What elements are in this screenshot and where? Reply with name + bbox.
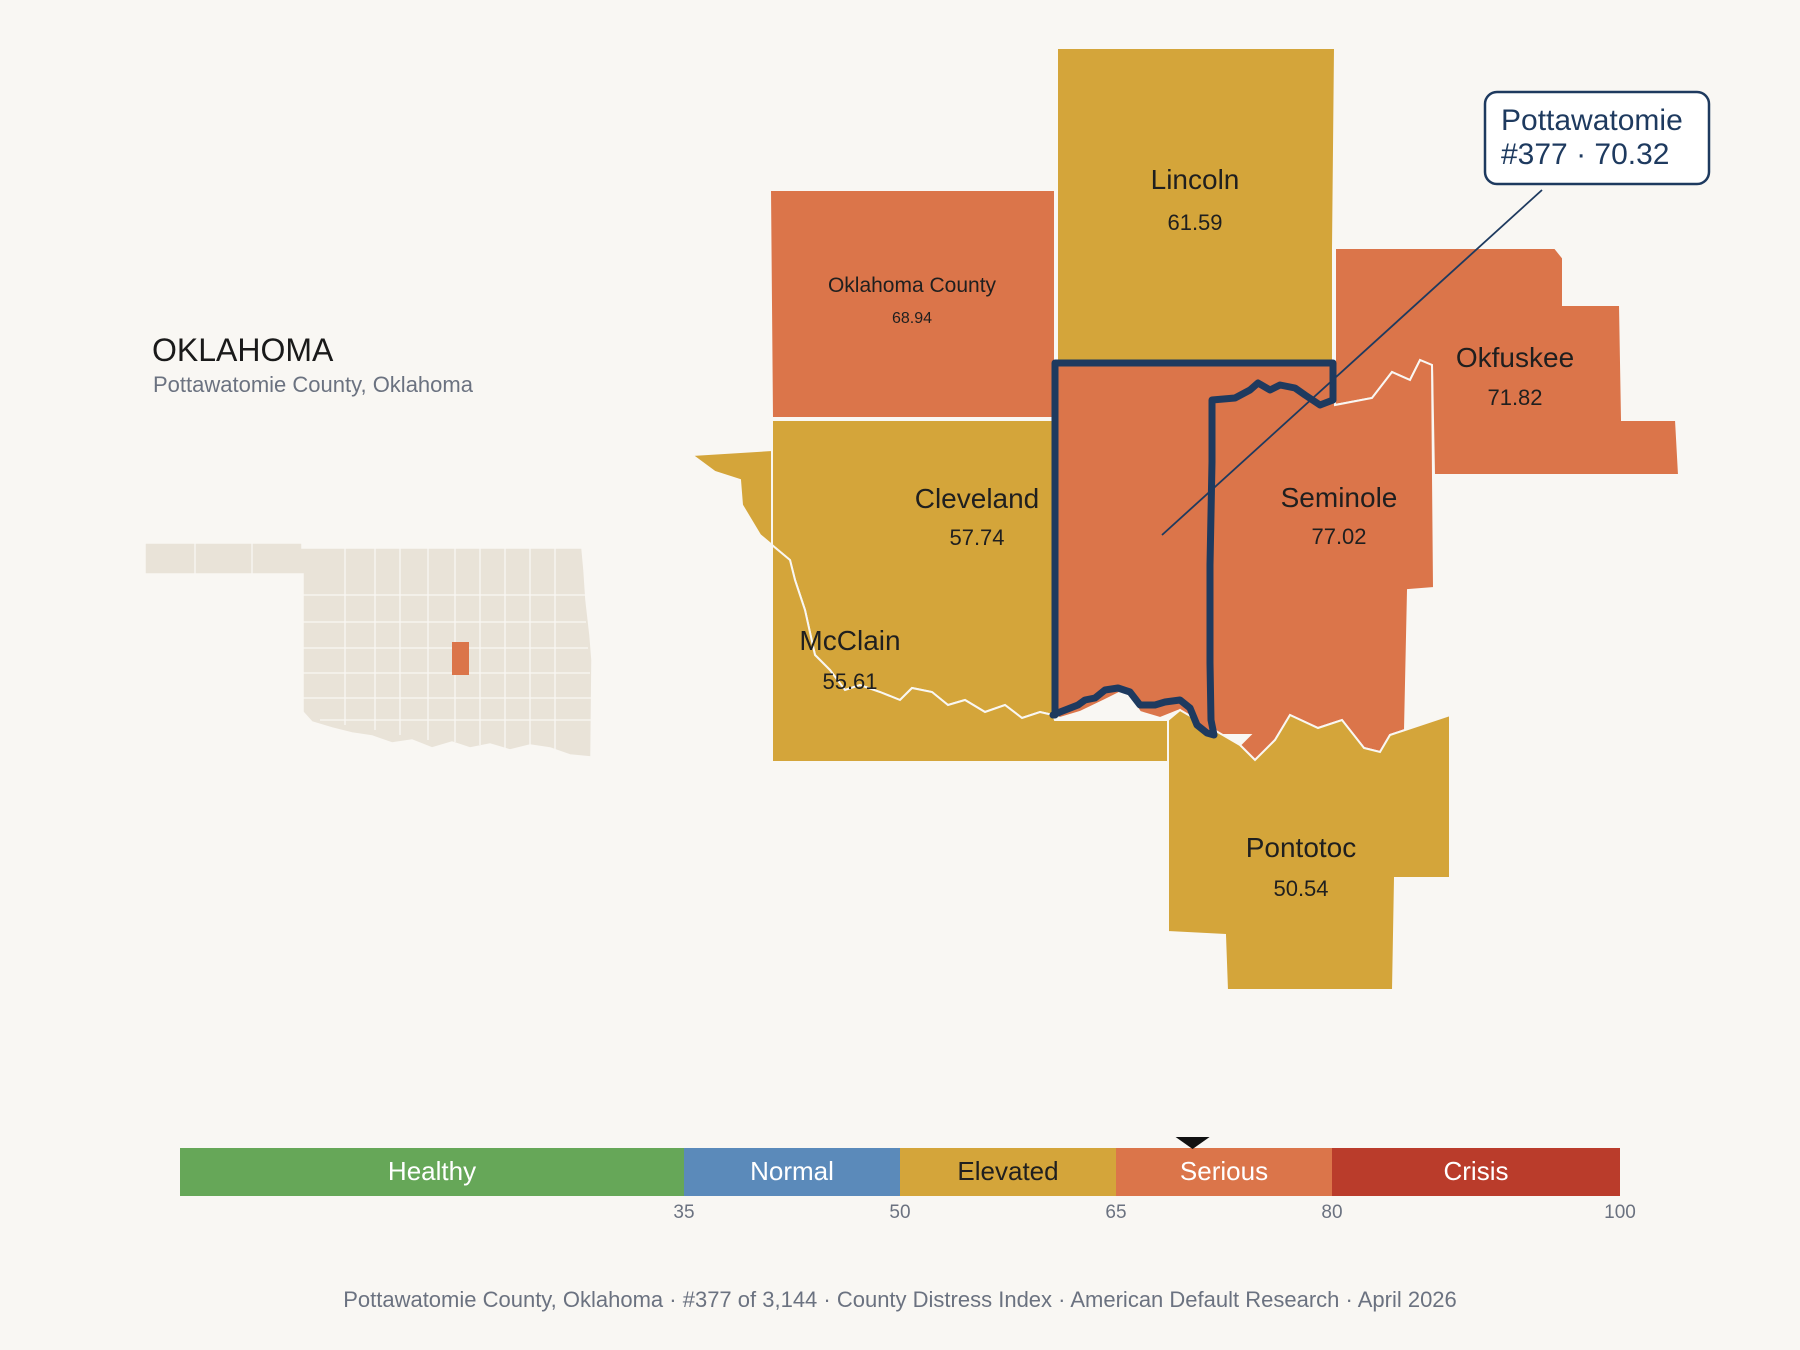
legend-label-normal: Normal <box>750 1156 834 1186</box>
label-mcclain-value: 55.61 <box>822 669 877 694</box>
distress-scale-legend: Healthy Normal Elevated Serious Crisis 35 50 65… <box>180 1137 1636 1223</box>
legend-segment-crisis <box>1332 1148 1620 1196</box>
label-mcclain-name: McClain <box>799 625 900 656</box>
label-pontotoc-name: Pontotoc <box>1246 832 1357 863</box>
legend-tick-80: 80 <box>1321 1202 1342 1223</box>
legend-label-crisis: Crisis <box>1444 1156 1509 1186</box>
county-oklahoma <box>768 189 1056 419</box>
oklahoma-outline <box>144 542 593 758</box>
label-oklahoma-value: 68.94 <box>892 310 932 327</box>
county-pontotoc <box>1167 708 1451 991</box>
county-lincoln <box>1056 47 1337 373</box>
page-title: OKLAHOMA <box>152 332 334 368</box>
legend-label-elevated: Elevated <box>957 1156 1058 1186</box>
legend-tick-100: 100 <box>1604 1202 1636 1223</box>
callout-leader-line <box>1161 189 1543 536</box>
label-cleveland-value: 57.74 <box>949 525 1004 550</box>
inset-highlight-county <box>452 642 469 675</box>
legend-tick-50: 50 <box>889 1202 910 1223</box>
label-okfuskee-value: 71.82 <box>1487 385 1542 410</box>
county-pottawatomie[interactable] <box>1049 359 1337 739</box>
label-lincoln-name: Lincoln <box>1151 164 1240 195</box>
county-map <box>689 47 1681 991</box>
callout-box <box>1483 90 1711 186</box>
legend-tick-65: 65 <box>1105 1202 1126 1223</box>
state-inset-map <box>144 542 593 758</box>
legend-tick-35: 35 <box>673 1202 694 1223</box>
callout-line1: Pottawatomie <box>1501 104 1683 137</box>
legend-segment-healthy <box>180 1148 684 1196</box>
label-okfuskee-name: Okfuskee <box>1456 342 1574 373</box>
label-oklahoma-name: Oklahoma County <box>828 274 997 297</box>
label-seminole-value: 77.02 <box>1311 524 1366 549</box>
inset-county-lines <box>194 543 591 750</box>
legend-marker <box>1175 1137 1210 1149</box>
page-subtitle: Pottawatomie County, Oklahoma <box>153 372 474 397</box>
legend-segment-serious <box>1116 1148 1332 1196</box>
label-cleveland-name: Cleveland <box>915 483 1040 514</box>
label-pontotoc-value: 50.54 <box>1273 876 1328 901</box>
label-lincoln-value: 61.59 <box>1167 210 1222 235</box>
legend-segment-normal <box>684 1148 900 1196</box>
footer-caption: Pottawatomie County, Oklahoma · #377 of … <box>343 1287 1457 1312</box>
legend-segment-elevated <box>900 1148 1116 1196</box>
callout-line2: #377 · 70.32 <box>1501 138 1669 171</box>
label-seminole-name: Seminole <box>1281 482 1398 513</box>
legend-label-healthy: Healthy <box>388 1156 476 1186</box>
legend-label-serious: Serious <box>1180 1156 1268 1186</box>
